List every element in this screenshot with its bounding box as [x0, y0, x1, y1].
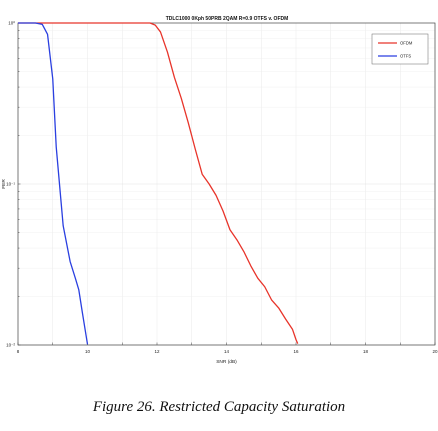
x-tick-label: 12: [154, 349, 160, 354]
legend-label-ofdm: OFDM: [400, 41, 413, 46]
series-line-ofdm: [18, 22, 299, 344]
fer-chart: TDLC1000 0Kph 50PRB 2QAM R=0.9 OTFS v. O…: [1, 16, 438, 365]
x-tick-label: 10: [85, 349, 91, 354]
legend-box: [371, 33, 429, 65]
x-tick-label: 18: [363, 349, 369, 354]
legend-label-otfs: OTFS: [400, 54, 411, 59]
x-tick-label: 14: [224, 349, 230, 354]
y-tick-label: 10⁰: [8, 21, 15, 26]
series-layer: [18, 22, 299, 345]
legend: OFDM OTFS: [371, 33, 429, 65]
y-tick-label: 10⁻¹: [6, 182, 15, 187]
grid: [17, 23, 436, 346]
x-tick-label: 8: [17, 349, 20, 354]
y-axis-title: FER: [1, 179, 7, 189]
x-tick-label: 16: [293, 349, 299, 354]
chart-svg: TDLC1000 0Kph 50PRB 2QAM R=0.9 OTFS v. O…: [1, 16, 438, 365]
chart-title: TDLC1000 0Kph 50PRB 2QAM R=0.9 OTFS v. O…: [166, 16, 289, 22]
axis-ticks: 8 10 12 14 16 18 20 10⁰ 10⁻¹ 10⁻²: [6, 21, 438, 355]
y-tick-label: 10⁻²: [6, 343, 15, 348]
figure-caption: Figure 26. Restricted Capacity Saturatio…: [92, 399, 346, 415]
x-tick-label: 20: [432, 349, 438, 354]
series-line-otfs: [18, 22, 89, 345]
x-axis-title: SNR (dB): [216, 359, 237, 365]
